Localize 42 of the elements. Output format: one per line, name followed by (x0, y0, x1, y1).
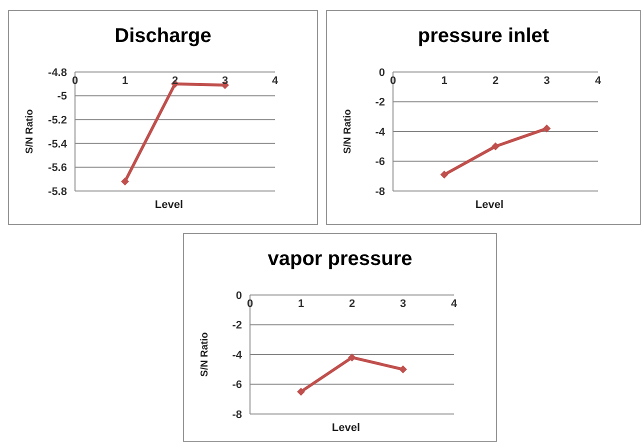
point (399, 365, 407, 374)
y-axis-title: S/N Ratio (24, 109, 36, 154)
y-tick-label: -5.8 (48, 186, 67, 198)
x-axis-title: Level (154, 199, 184, 211)
x-tick-label: 4 (594, 75, 602, 87)
y-tick-label: -8 (232, 408, 242, 421)
x-tick-label: 1 (441, 75, 448, 87)
point (440, 170, 448, 179)
point (492, 142, 500, 150)
x-tick-label: 2 (348, 298, 356, 310)
x-axis-title: Level (474, 199, 505, 211)
x-tick-label: 1 (122, 75, 128, 87)
y-axis-title: S/N Ratio (200, 332, 211, 377)
y-tick-label: -8 (375, 186, 385, 198)
x-tick-label: 3 (544, 75, 550, 87)
y-tick-label: -4 (232, 349, 243, 362)
y-tick-label: 0 (236, 290, 242, 302)
x-tick-label: 1 (298, 298, 304, 310)
point (121, 177, 129, 186)
y-tick-label: -2 (232, 320, 242, 332)
x-tick-label: 4 (272, 75, 279, 87)
x-axis-title: Level (330, 422, 362, 434)
point (297, 388, 305, 396)
x-tick-label: 4 (450, 298, 458, 310)
point (542, 124, 551, 133)
y-tick-label: -5 (57, 90, 67, 103)
x-tick-label: 2 (492, 75, 499, 87)
y-tick-label: -5.4 (48, 138, 68, 150)
point (348, 353, 356, 362)
y-axis-title: S/N Ratio (342, 109, 354, 154)
chart-title: pressure inlet (416, 25, 550, 48)
chart-title: vapor pressure (266, 248, 414, 271)
y-tick-label: -6 (232, 379, 242, 392)
y-tick-label: -5.2 (48, 114, 67, 127)
y-tick-label: -4 (375, 126, 386, 138)
y-tick-label: -5.6 (48, 162, 67, 174)
x-tick-label: 3 (400, 298, 406, 310)
chart-title: Discharge (114, 25, 212, 48)
y-tick-label: -2 (375, 96, 385, 109)
y-tick-label: -6 (375, 156, 385, 168)
y-tick-label: -4.8 (48, 66, 67, 79)
y-tick-label: 0 (378, 66, 385, 79)
